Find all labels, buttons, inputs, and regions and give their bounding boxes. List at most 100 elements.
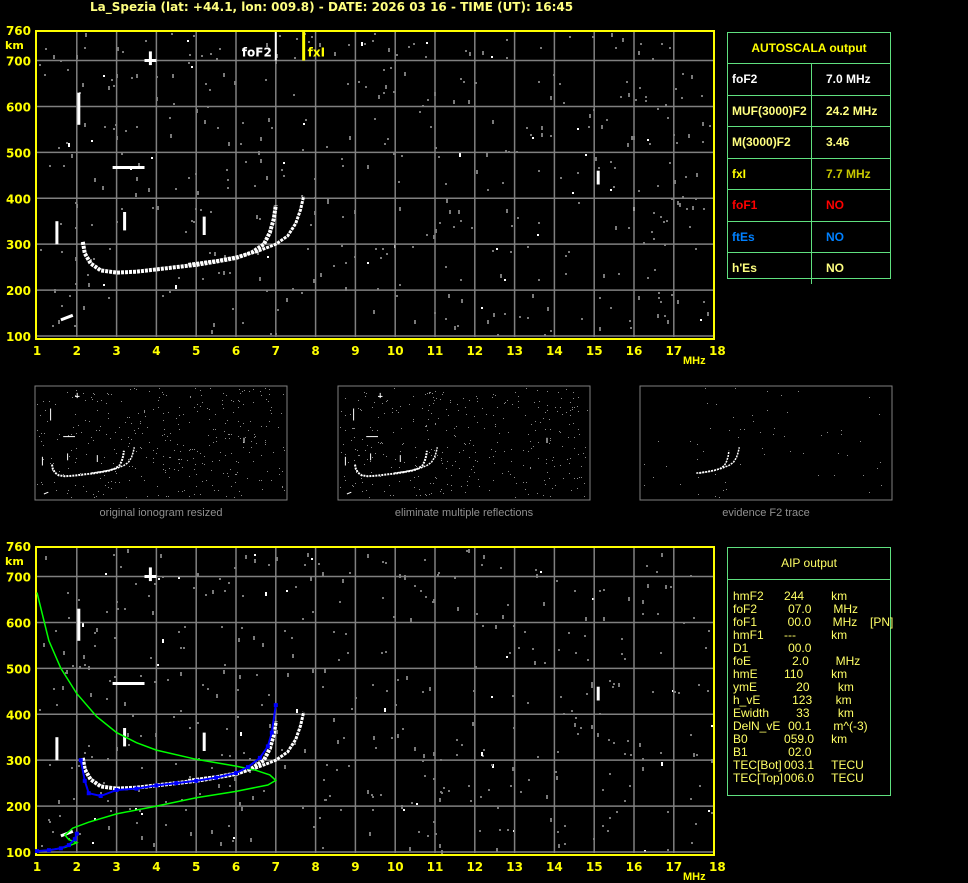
noise-dot: [550, 429, 551, 430]
noise-dot: [213, 429, 214, 430]
noise-dot: [253, 402, 254, 403]
noise-dot: [391, 467, 392, 468]
noise-dot: [559, 83, 561, 85]
noise-dot: [71, 767, 73, 769]
noise-dot: [243, 752, 245, 754]
noise-dot: [414, 585, 416, 587]
noise-dot: [385, 562, 387, 564]
noise-dot: [84, 123, 86, 127]
noise-dot: [413, 396, 414, 397]
noise-dot: [229, 434, 230, 435]
noise-dot: [129, 808, 131, 810]
noise-dot: [387, 400, 388, 401]
noise-dot: [447, 447, 448, 448]
noise-dot: [375, 248, 377, 250]
noise-dot: [109, 248, 111, 250]
x-tick-label: 1: [33, 344, 41, 358]
noise-dot: [66, 142, 68, 144]
noise-dot: [372, 809, 374, 811]
noise-dot: [37, 404, 38, 405]
noise-dot: [351, 708, 353, 710]
x-tick-label: 3: [112, 860, 120, 874]
noise-dot: [595, 157, 597, 161]
noise-dot: [296, 38, 298, 40]
x-tick-label: 17: [665, 344, 682, 358]
x-tick-label: 18: [709, 860, 726, 874]
thumbnail-frame: [34, 385, 288, 501]
noise-dot: [71, 497, 72, 498]
noise-dot: [223, 271, 225, 275]
noise-dot: [144, 410, 145, 411]
noise-dot: [602, 825, 604, 827]
x-tick-label: 17: [665, 860, 682, 874]
autoscala-row-ftes: ftEs NO: [728, 221, 890, 253]
noise-dot: [531, 424, 532, 425]
aip-cell: [873, 707, 890, 720]
noise-dot: [419, 111, 421, 113]
noise-dot: [707, 403, 708, 404]
noise-dot: [113, 128, 115, 130]
noise-dot: [145, 40, 147, 42]
aip-cell: km: [831, 732, 848, 746]
noise-dot: [351, 440, 352, 441]
noise-dot: [577, 128, 579, 130]
aip-cell: 00.0: [788, 641, 812, 655]
noise-dot: [322, 847, 324, 849]
noise-dot: [232, 308, 234, 310]
noise-dot: [381, 442, 382, 443]
noise-dot: [735, 388, 736, 389]
aip-cell: 123: [792, 693, 813, 707]
aip-row: hmF1 --- km: [733, 629, 890, 642]
noise-dot: [581, 477, 582, 478]
noise-dot: [319, 817, 321, 819]
noise-dot: [140, 423, 141, 424]
noise-dot: [283, 175, 285, 177]
noise-dot: [654, 269, 656, 271]
noise-dot: [564, 843, 566, 845]
noise-dot: [226, 728, 228, 730]
noise-dot: [243, 447, 244, 448]
noise-dot: [395, 704, 397, 706]
noise-dot: [266, 426, 267, 427]
noise-dot: [196, 474, 197, 475]
noise-dot: [201, 395, 202, 396]
noise-dot: [159, 388, 160, 389]
noise-dot: [378, 442, 379, 443]
y-axis-label: km: [5, 39, 24, 52]
noise-dot: [467, 485, 468, 486]
noise-dot: [111, 79, 113, 81]
noise-dot: [59, 434, 60, 435]
noise-dot: [480, 796, 482, 798]
noise-dot: [592, 598, 594, 600]
noise-dot: [286, 590, 288, 592]
noise-dot: [369, 497, 370, 498]
noise-dot: [367, 165, 369, 169]
noise-dot: [91, 140, 93, 142]
aip-cell: km: [837, 706, 854, 720]
noise-dot: [265, 444, 266, 445]
noise-dot: [55, 404, 56, 405]
echo-segment: [346, 491, 352, 495]
noise-dot: [492, 397, 493, 398]
x-tick-label: 2: [73, 344, 81, 358]
noise-dot: [585, 457, 586, 458]
noise-dot: [568, 251, 570, 253]
noise-dot: [75, 257, 77, 261]
noise-dot: [381, 652, 383, 654]
noise-dot: [440, 399, 441, 400]
noise-dot: [178, 631, 180, 633]
noise-dot: [86, 454, 87, 455]
noise-dot: [41, 433, 42, 434]
noise-dot: [345, 430, 346, 431]
noise-dot: [108, 418, 109, 419]
noise-dot: [265, 388, 266, 389]
noise-dot: [219, 460, 220, 461]
aip-cell: 20: [796, 680, 810, 694]
noise-dot: [189, 422, 190, 423]
noise-dot: [348, 765, 350, 767]
noise-dot: [190, 396, 191, 397]
noise-dot: [697, 444, 698, 445]
aip-cell: 003.1: [784, 758, 815, 772]
noise-dot: [547, 391, 548, 392]
x-tick-label: 16: [626, 344, 643, 358]
